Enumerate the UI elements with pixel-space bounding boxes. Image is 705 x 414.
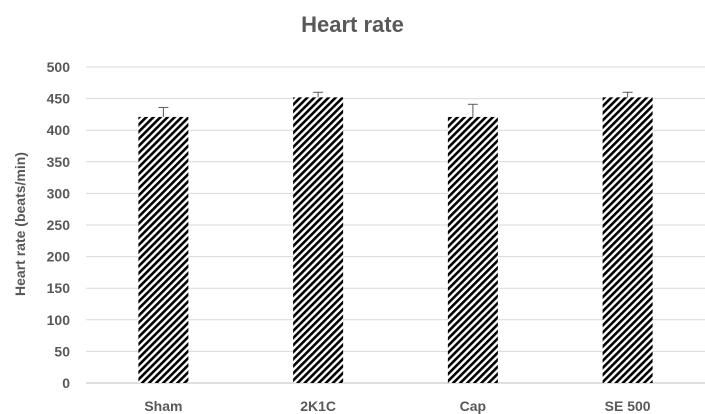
y-tick-label: 300: [47, 185, 71, 201]
x-tick-label: Cap: [460, 398, 486, 414]
bar: [602, 97, 653, 383]
x-tick-label: Sham: [144, 398, 182, 414]
y-tick-label: 250: [47, 217, 71, 233]
y-tick-label: 350: [47, 154, 71, 170]
bar: [138, 116, 189, 383]
x-tick-label: 2K1C: [300, 398, 336, 414]
y-tick-label: 0: [62, 375, 70, 391]
chart-title: Heart rate: [301, 12, 404, 37]
y-tick-label: 150: [47, 280, 71, 296]
bar: [447, 116, 498, 383]
x-tick-label: SE 500: [605, 398, 651, 414]
y-tick-label: 50: [54, 343, 70, 359]
y-tick-label: 450: [47, 91, 71, 107]
bar: [293, 97, 344, 383]
y-tick-label: 100: [47, 312, 71, 328]
y-tick-label: 400: [47, 122, 71, 138]
y-tick-label: 500: [47, 59, 71, 75]
y-tick-label: 200: [47, 249, 71, 265]
